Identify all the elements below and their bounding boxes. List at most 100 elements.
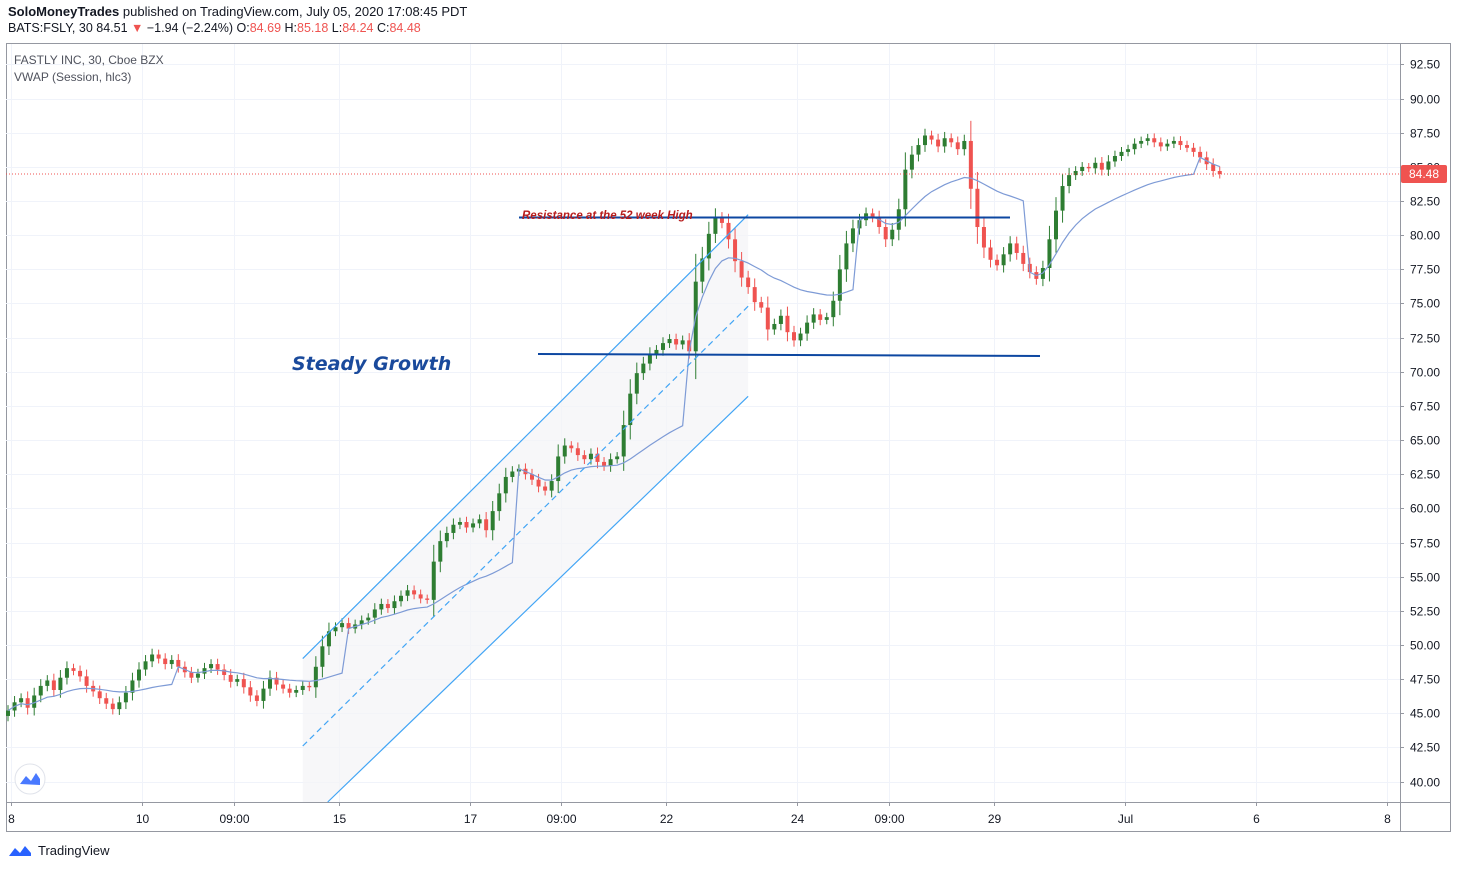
footer-brand[interactable]: TradingView [8, 843, 110, 858]
candle-body [268, 677, 272, 689]
candle-body [1145, 138, 1150, 141]
candle-body [765, 307, 770, 330]
candle-body [359, 620, 364, 625]
time-axis[interactable]: 8 10 09:00 15 17 09:00 22 24 09:00 29 Jul 6 8 [8, 802, 1391, 826]
candle-body [1014, 243, 1019, 253]
y-tick-label: 70.00 [1410, 366, 1440, 380]
candle-body [1008, 243, 1013, 255]
candle-body [844, 243, 849, 270]
candle-body [202, 668, 207, 674]
candle-body [1126, 149, 1131, 152]
channel-upper-line[interactable] [302, 214, 749, 660]
candle-body [104, 698, 109, 704]
candle-body [733, 239, 738, 262]
x-tick-label: 09:00 [874, 812, 904, 826]
candle-body [241, 679, 246, 688]
candle-body [903, 169, 908, 210]
author-name[interactable]: SoloMoneyTrades [8, 4, 120, 19]
price-tag: 84.48 [1401, 165, 1447, 184]
legend-indicator: VWAP (Session, hlc3) [14, 70, 131, 84]
symbol-label: BATS:FSLY, 30 [8, 21, 93, 35]
candle-body [51, 680, 56, 691]
candle-body [261, 688, 266, 701]
candle-body [798, 333, 803, 341]
candle-body [471, 523, 476, 528]
candle-body [254, 695, 259, 701]
candle-body [968, 140, 973, 189]
candle-body [58, 677, 63, 691]
candle-body [955, 142, 960, 150]
candle-body [785, 315, 790, 333]
candle-body [805, 322, 810, 334]
open-value: 84.69 [249, 21, 282, 35]
candle-body [399, 595, 403, 602]
y-tick-label: 60.00 [1410, 502, 1440, 516]
candle-body [713, 217, 718, 234]
candle-body [1093, 162, 1098, 169]
candle-body [490, 511, 495, 531]
y-tick-label: 57.50 [1410, 537, 1440, 551]
candle-body [294, 690, 299, 693]
candle-body [169, 659, 174, 665]
candle-body [661, 343, 665, 350]
x-tick-label: 09:00 [546, 812, 576, 826]
candle-body [215, 664, 220, 670]
candle-body [274, 677, 279, 685]
candle-body [850, 228, 855, 244]
candle-body [189, 672, 194, 678]
candle-body [1047, 239, 1052, 268]
resistance-label[interactable]: Resistance at the 52 week High [522, 210, 693, 222]
candle-body [372, 609, 377, 618]
chart-logo-icon [20, 773, 40, 785]
candle-body [981, 227, 986, 248]
x-tick-label: 10 [136, 812, 150, 826]
x-tick-label: 24 [791, 812, 805, 826]
candle-body [1080, 166, 1085, 172]
candle-body [824, 317, 829, 320]
candle-body [84, 676, 89, 686]
candle-body [248, 687, 253, 696]
candle-body [45, 680, 50, 686]
candle-body [97, 691, 102, 699]
channel-mid-line[interactable] [302, 305, 749, 747]
candle-body [746, 277, 751, 288]
candle-body [1185, 145, 1189, 148]
x-tick-label: 29 [988, 812, 1002, 826]
y-tick-label: 90.00 [1410, 93, 1440, 107]
high-label: H: [284, 21, 298, 35]
channel-lower-line[interactable] [327, 395, 749, 803]
publish-info: SoloMoneyTrades published on TradingView… [8, 4, 467, 19]
published-text: published on TradingView.com, July 05, 2… [122, 4, 468, 19]
candle-body [818, 314, 823, 320]
candle-body [706, 233, 711, 259]
candle-body [235, 679, 240, 682]
candle-body [1217, 171, 1222, 175]
candle-body [1112, 155, 1117, 162]
candle-body [110, 703, 115, 710]
candle-body [300, 685, 305, 691]
candle-body [890, 229, 895, 240]
candle-body [608, 459, 613, 467]
candle-body [588, 453, 593, 460]
steady-growth-label[interactable]: Steady Growth [292, 353, 451, 375]
candle-body [530, 474, 534, 480]
candle-body [313, 666, 318, 688]
candle-body [923, 135, 927, 146]
candle-body [464, 522, 469, 528]
candle-body [1165, 143, 1170, 147]
y-tick-label: 40.00 [1410, 776, 1440, 790]
candle-body [176, 659, 181, 667]
candle-body [1060, 186, 1065, 211]
y-tick-label: 62.50 [1410, 468, 1440, 482]
price-axis[interactable]: 40.00 42.50 45.00 47.50 50.00 52.50 55.00 57.50… [1400, 58, 1440, 790]
support-line[interactable] [537, 353, 1041, 358]
candle-body [831, 300, 836, 318]
candle-body [444, 532, 449, 542]
candle-body [287, 688, 292, 693]
candle-body [929, 135, 934, 140]
candle-body [385, 603, 390, 609]
candle-body [569, 445, 574, 449]
tv-logo-button[interactable] [14, 763, 46, 795]
candle-body [130, 680, 135, 693]
